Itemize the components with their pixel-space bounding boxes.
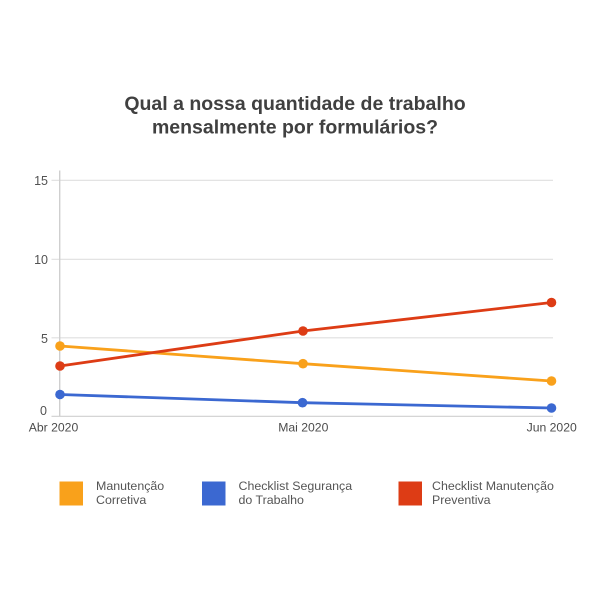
svg-text:Checklist Segurança: Checklist Segurança <box>239 479 353 493</box>
svg-text:5: 5 <box>41 332 48 346</box>
svg-text:Mai 2020: Mai 2020 <box>278 421 328 435</box>
svg-text:do Trabalho: do Trabalho <box>239 493 305 507</box>
svg-text:Preventiva: Preventiva <box>432 493 491 507</box>
svg-text:Abr 2020: Abr 2020 <box>29 421 79 435</box>
svg-text:Corretiva: Corretiva <box>96 493 146 507</box>
svg-text:15: 15 <box>34 174 48 188</box>
svg-text:10: 10 <box>34 253 48 267</box>
svg-text:Checklist Manutenção: Checklist Manutenção <box>432 479 554 493</box>
svg-text:0: 0 <box>40 404 47 418</box>
svg-text:Jun 2020: Jun 2020 <box>527 421 577 435</box>
svg-text:mensalmente por formulários?: mensalmente por formulários? <box>152 117 438 139</box>
svg-text:Manutenção: Manutenção <box>96 479 164 493</box>
svg-text:Qual a nossa quantidade de tra: Qual a nossa quantidade de trabalho <box>124 93 465 115</box>
